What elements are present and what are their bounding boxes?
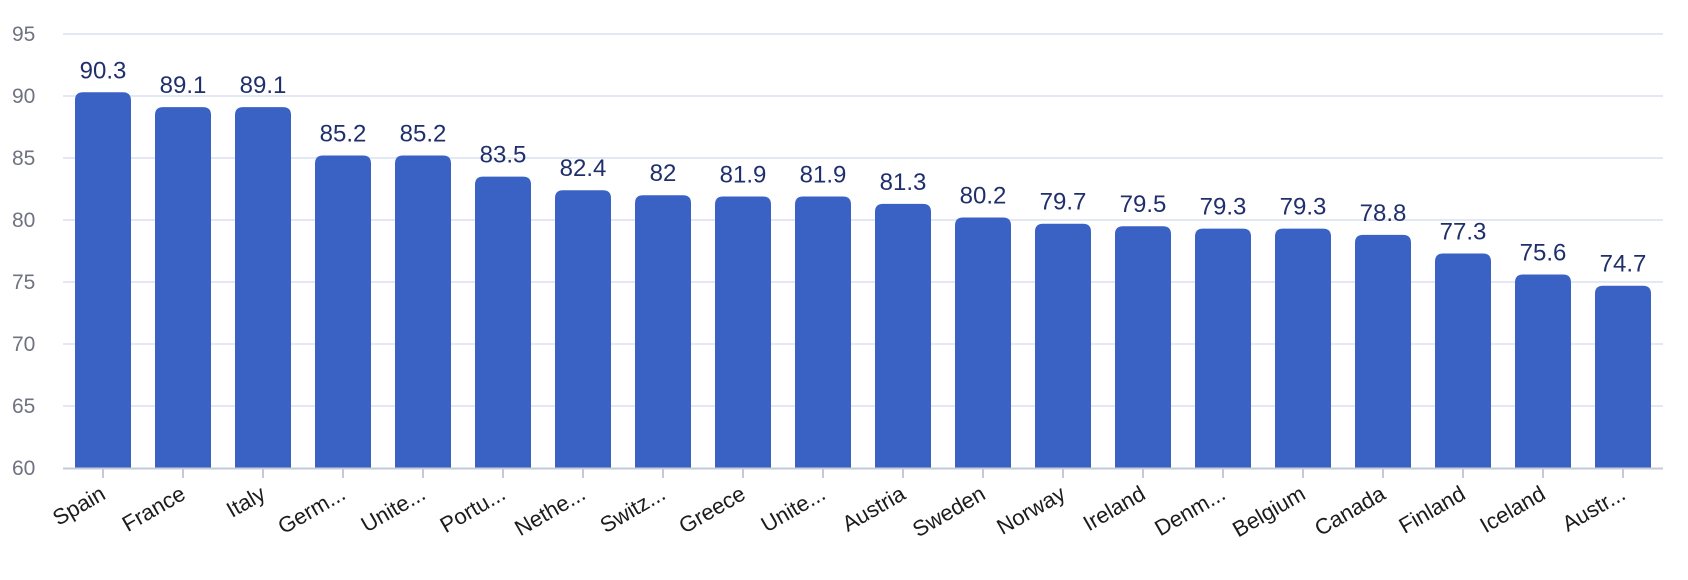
data-label: 85.2: [320, 121, 367, 148]
data-label: 90.3: [80, 57, 127, 84]
data-label: 89.1: [240, 72, 287, 99]
bar[interactable]: [795, 196, 851, 468]
bar[interactable]: [395, 155, 451, 468]
x-tick-label: Ireland: [1079, 481, 1150, 536]
x-tick-label: Iceland: [1476, 481, 1550, 538]
bar[interactable]: [1595, 285, 1651, 468]
y-tick-label: 95: [12, 23, 35, 46]
bar[interactable]: [75, 92, 131, 468]
data-label: 81.9: [720, 161, 767, 188]
bar[interactable]: [1435, 253, 1491, 468]
y-tick-label: 65: [12, 395, 35, 418]
data-label: 77.3: [1440, 218, 1487, 245]
bar[interactable]: [715, 196, 771, 468]
data-label: 79.7: [1040, 189, 1087, 216]
x-tick-label: Sweden: [908, 481, 989, 542]
x-tick-label: France: [118, 481, 190, 537]
data-label: 78.8: [1360, 200, 1407, 227]
bar[interactable]: [955, 217, 1011, 468]
x-tick-label: Spain: [48, 481, 109, 531]
bar[interactable]: [1355, 234, 1411, 468]
data-label: 79.3: [1280, 194, 1327, 221]
x-tick-label: Finland: [1395, 481, 1470, 539]
x-tick-label: Unite...: [357, 481, 430, 538]
bar[interactable]: [555, 190, 611, 469]
data-label: 85.2: [400, 121, 447, 148]
data-label: 79.3: [1200, 194, 1247, 221]
x-tick-label: Switz...: [596, 481, 670, 538]
data-label: 83.5: [480, 142, 527, 169]
data-label: 82: [650, 160, 677, 187]
data-label: 80.2: [960, 183, 1007, 210]
x-tick-label: Unite...: [757, 481, 830, 538]
x-tick-label: Canada: [1310, 480, 1390, 541]
bar[interactable]: [315, 155, 371, 468]
data-label: 81.9: [800, 161, 847, 188]
bar[interactable]: [1115, 226, 1171, 468]
x-tick-label: Portu...: [436, 481, 510, 538]
data-label: 74.7: [1600, 251, 1647, 278]
bar[interactable]: [635, 195, 691, 468]
y-tick-label: 70: [12, 333, 35, 356]
x-tick-label: Germ...: [273, 481, 349, 539]
y-tick-label: 75: [12, 271, 35, 294]
y-tick-label: 80: [12, 209, 35, 232]
data-label: 79.5: [1120, 191, 1167, 218]
bar[interactable]: [1035, 223, 1091, 468]
bar[interactable]: [475, 176, 531, 468]
x-tick-label: Italy: [222, 481, 269, 523]
y-tick-label: 90: [12, 85, 35, 108]
bar[interactable]: [875, 203, 931, 468]
y-tick-label: 60: [12, 457, 35, 480]
bar[interactable]: [155, 107, 211, 468]
x-tick-label: Belgium: [1228, 481, 1309, 542]
data-label: 82.4: [560, 155, 607, 182]
x-tick-label: Nethe...: [510, 481, 589, 541]
bar[interactable]: [235, 107, 291, 468]
x-tick-label: Austria: [838, 480, 910, 536]
bar[interactable]: [1275, 228, 1331, 468]
data-label: 75.6: [1520, 240, 1567, 267]
bar[interactable]: [1515, 274, 1571, 468]
data-label: 81.3: [880, 169, 927, 196]
data-label: 89.1: [160, 72, 207, 99]
x-tick-label: Greece: [675, 481, 750, 539]
y-tick-label: 85: [12, 147, 35, 170]
x-tick-label: Austr...: [1558, 481, 1630, 537]
x-tick-label: Norway: [992, 481, 1069, 540]
bar[interactable]: [1195, 228, 1251, 468]
x-tick-label: Denm...: [1150, 481, 1229, 541]
